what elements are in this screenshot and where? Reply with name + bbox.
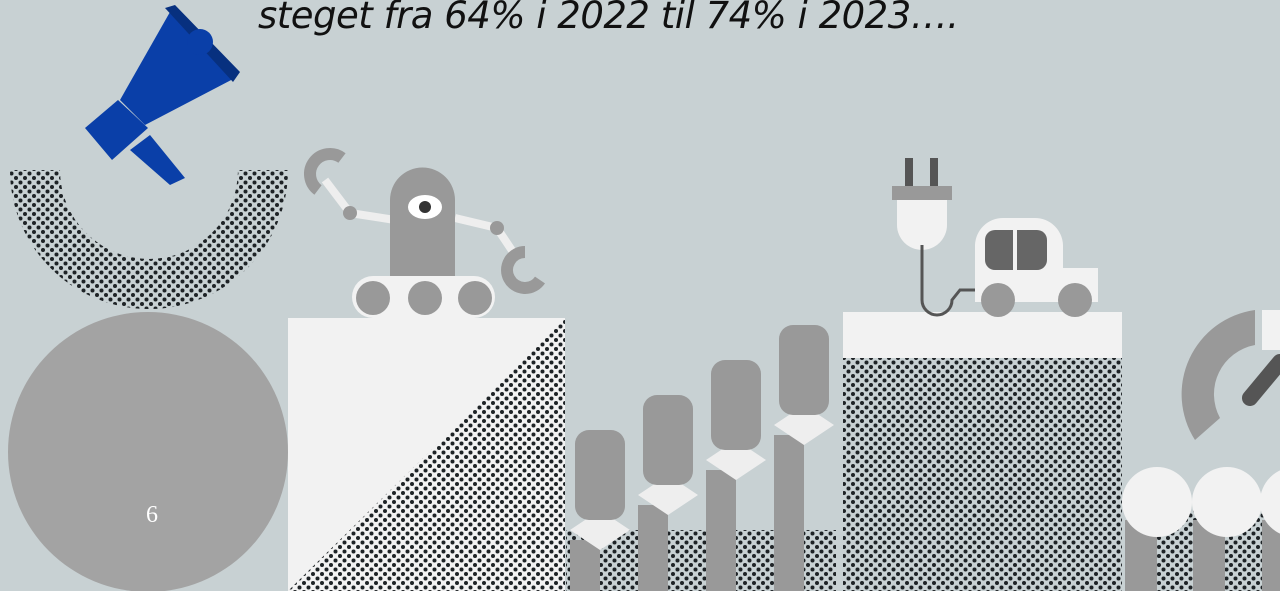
page-circle xyxy=(8,312,288,591)
illustration xyxy=(0,0,1280,591)
gauge xyxy=(1182,310,1280,440)
hands xyxy=(566,325,836,591)
block-top xyxy=(843,312,1122,358)
page-number: 6 xyxy=(146,502,158,529)
robot xyxy=(310,154,540,318)
megaphone xyxy=(85,5,240,185)
slide-text: steget fra 64% i 2022 til 74% i 2023…. xyxy=(258,0,959,37)
dotted-block xyxy=(843,358,1122,591)
electric-car xyxy=(892,158,1098,317)
dotted-arc xyxy=(10,170,288,309)
slide: {"slide": {"text": "steget fra 64% i 202… xyxy=(0,0,1280,591)
pillars xyxy=(1122,467,1280,591)
